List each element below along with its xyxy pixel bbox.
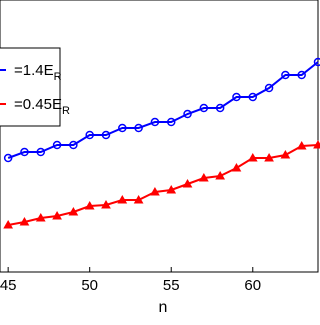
x-axis-label: n: [159, 299, 168, 316]
plot-frame: [0, 0, 318, 272]
legend-text: =1.4E: [14, 62, 54, 79]
x-tick-label: 60: [244, 277, 261, 294]
legend-box: [0, 48, 60, 126]
legend-text: =0.45E: [14, 96, 62, 113]
legend-subscript: R: [62, 105, 70, 117]
series-line: [8, 145, 318, 225]
x-tick-label: 50: [81, 277, 98, 294]
x-tick-label: 55: [163, 277, 180, 294]
legend-subscript: R: [54, 71, 62, 83]
x-tick-label: 45: [0, 277, 16, 294]
point: [232, 164, 240, 171]
legend: =1.4ER=0.45ER: [0, 48, 70, 126]
